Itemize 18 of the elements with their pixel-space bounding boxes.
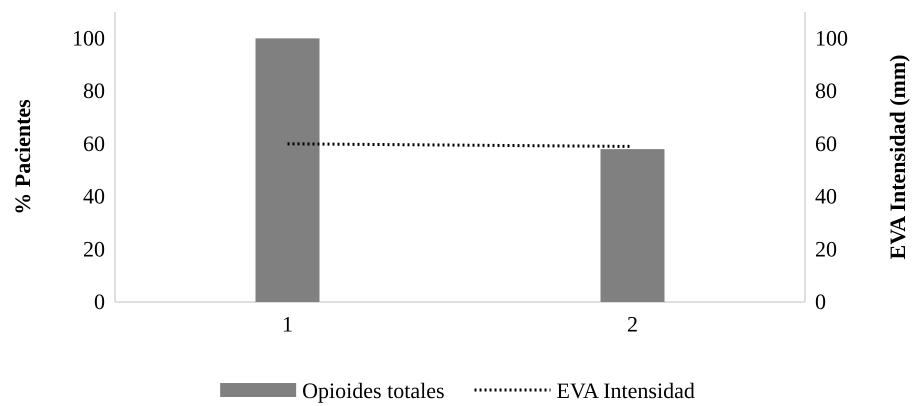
x-tick-label: 1	[282, 312, 293, 337]
legend-label: EVA Intensidad	[556, 378, 695, 403]
y-tick-label: 60	[83, 130, 105, 156]
y-tick-label: 20	[83, 236, 105, 262]
y2-tick-label: 100	[815, 25, 848, 50]
y-tick-label: 80	[83, 78, 105, 104]
y2-tick-label: 40	[815, 184, 837, 209]
y2-tick-label: 20	[815, 236, 837, 262]
y-tick-label: 100	[72, 25, 105, 50]
y-tick-label: 0	[94, 289, 105, 314]
y2-axis-title: EVA Intensidad (mm)	[885, 54, 910, 260]
legend-label: Opioides totales	[302, 378, 445, 403]
y2-tick-label: 0	[815, 289, 826, 314]
y2-tick-label: 60	[815, 130, 837, 156]
y2-tick-label: 80	[815, 78, 837, 104]
y-tick-label: 40	[83, 184, 105, 209]
y-axis-title: % Pacientes	[10, 98, 35, 215]
x-tick-label: 2	[627, 312, 638, 337]
